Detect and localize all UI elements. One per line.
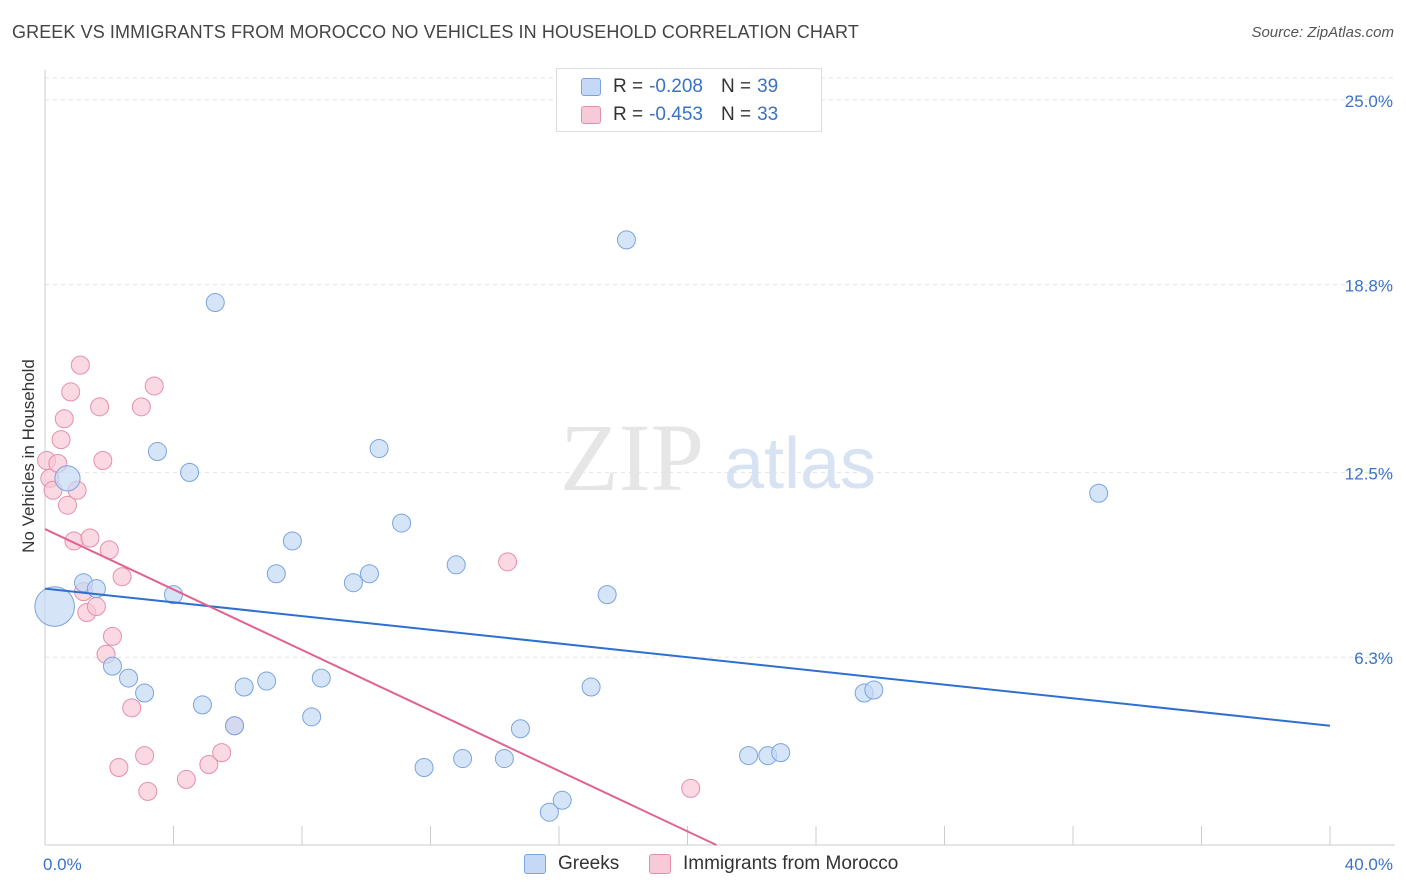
morocco-point (176, 769, 196, 789)
morocco-point (51, 430, 71, 450)
y-axis-label: No Vehicles in Household (19, 359, 38, 553)
legend-item-morocco[interactable]: Immigrants from Morocco (649, 852, 898, 876)
greeks-point (225, 716, 245, 736)
x-tick-label: 40.0% (1345, 855, 1393, 874)
n-label: N = (720, 76, 752, 97)
morocco-legend-icon (649, 854, 671, 874)
r-label: R = (613, 76, 644, 97)
morocco-point (122, 698, 142, 718)
morocco-point (90, 397, 110, 417)
greeks-legend-icon (524, 854, 546, 874)
n-value: 33 (757, 104, 779, 125)
greeks-point (446, 555, 466, 575)
r-label: R = (613, 104, 644, 125)
greeks-point (359, 564, 379, 584)
morocco-point (199, 755, 219, 775)
x-tick-label: 0.0% (43, 855, 82, 874)
greeks-point (453, 749, 473, 769)
morocco-point (93, 450, 113, 470)
greeks-point (414, 758, 434, 777)
morocco-point (57, 495, 77, 515)
greeks-point (343, 573, 363, 593)
grid-lines (45, 77, 1395, 658)
y-tick-label: 6.3% (1354, 649, 1393, 668)
morocco-point (144, 376, 164, 396)
greeks-point (539, 802, 559, 822)
greeks-point (597, 585, 617, 605)
greeks-point (234, 677, 254, 697)
source-credit: Source: ZipAtlas.com (1251, 24, 1394, 41)
legend-label-morocco: Immigrants from Morocco (683, 853, 899, 874)
greeks-point (864, 680, 884, 700)
morocco-point (64, 531, 84, 551)
watermark-zip: ZIP (560, 404, 704, 511)
morocco-point (131, 397, 151, 417)
morocco-point (135, 746, 155, 766)
greeks-point (616, 230, 636, 250)
n-label: N = (720, 104, 752, 125)
n-value: 39 (757, 76, 779, 97)
morocco-point (681, 778, 701, 798)
correlation-stats-box: R = -0.208 N = 39 R = -0.453 N = 33 (556, 68, 822, 132)
legend-item-greeks[interactable]: Greeks (524, 852, 619, 876)
greeks-point (392, 513, 412, 533)
morocco-trend-line (44, 528, 717, 846)
greeks-point (739, 746, 759, 766)
r-value: -0.453 (649, 104, 703, 125)
greeks-point (771, 743, 791, 763)
tick-labels: 6.3% 12.5% 18.8% 25.0% 0.0% 40.0% (43, 92, 1393, 874)
morocco-point (212, 743, 232, 763)
greeks-point (494, 749, 514, 769)
greeks-point (34, 586, 75, 627)
greeks-trend-line (44, 587, 1331, 727)
greeks-swatch-icon (581, 78, 601, 96)
greeks-point (205, 293, 225, 312)
morocco-point (498, 552, 518, 572)
morocco-point (80, 528, 100, 548)
morocco-point (112, 567, 132, 587)
greeks-point (369, 439, 389, 459)
morocco-point (86, 597, 106, 617)
morocco-point (61, 382, 81, 402)
morocco-swatch-icon (581, 106, 601, 124)
morocco-point (109, 758, 129, 777)
r-value: -0.208 (649, 76, 703, 97)
greeks-point (282, 531, 302, 551)
greeks-point (1089, 483, 1109, 503)
stats-row-greeks: R = -0.208 N = 39 (581, 75, 778, 99)
morocco-point (70, 355, 90, 375)
greeks-point (581, 677, 601, 697)
y-tick-label: 18.8% (1345, 277, 1393, 296)
stats-row-morocco: R = -0.453 N = 33 (581, 103, 778, 127)
greeks-point (266, 564, 286, 584)
greeks-points (34, 230, 1109, 822)
morocco-points (37, 355, 701, 801)
morocco-point (102, 626, 122, 646)
morocco-point (54, 409, 74, 429)
greeks-point (311, 668, 331, 688)
greeks-point (135, 683, 155, 703)
greeks-point (119, 668, 139, 688)
greeks-point (192, 695, 212, 715)
y-tick-label: 25.0% (1345, 92, 1393, 111)
greeks-point (302, 707, 322, 727)
watermark-atlas: atlas (724, 424, 876, 504)
axes (44, 70, 1395, 846)
greeks-point (54, 465, 81, 492)
morocco-point (138, 781, 158, 801)
greeks-point (102, 656, 122, 676)
greeks-point (552, 790, 572, 810)
greeks-point (180, 462, 200, 482)
trend-lines (44, 528, 1331, 846)
greeks-point (510, 719, 530, 739)
greeks-point (257, 671, 277, 691)
y-tick-label: 12.5% (1345, 464, 1393, 483)
legend-label-greeks: Greeks (558, 853, 620, 874)
greeks-point (147, 442, 167, 462)
chart-title: GREEK VS IMMIGRANTS FROM MOROCCO NO VEHI… (12, 22, 859, 42)
